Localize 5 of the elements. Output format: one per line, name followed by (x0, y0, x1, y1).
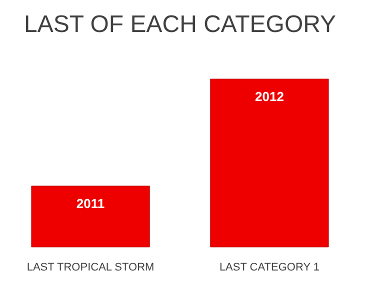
chart-title: LAST OF EACH CATEGORY (24, 10, 336, 38)
x-tick-label: LAST TROPICAL STORM (26, 262, 154, 274)
data-label: 2011 (76, 196, 105, 212)
data-label: 2012 (255, 89, 284, 104)
x-tick-label: LAST CATEGORY 1 (219, 262, 320, 274)
